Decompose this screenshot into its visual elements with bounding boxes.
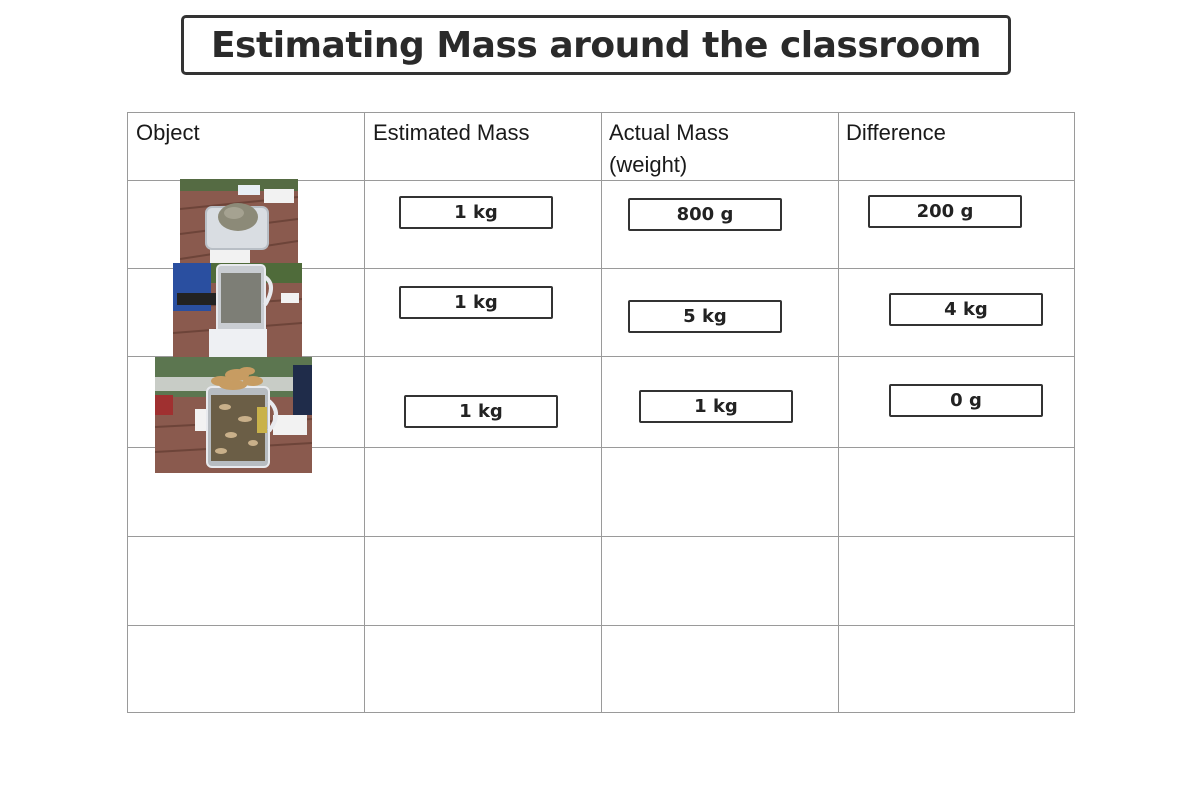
difference-row2: 4 kg [889,293,1043,326]
page-title: Estimating Mass around the classroom [210,24,982,66]
difference-row1: 200 g [868,195,1022,228]
row-divider [128,268,1074,269]
photo-container-rock [180,179,298,265]
actual-mass-row2: 5 kg [628,300,782,333]
photo-container-rock-image [180,179,298,265]
row-divider [128,180,1074,181]
photo-jug-leaves [155,357,312,473]
difference-row3: 0 g [889,384,1043,417]
actual-mass-row3: 1 kg [639,390,793,423]
header-object: Object [136,120,200,145]
header-actual-mass: Actual Mass (weight) [609,117,729,181]
photo-jug-leaves-image [155,357,312,473]
row-divider [128,356,1074,357]
column-divider [601,113,602,712]
header-actual-mass-line1: Actual Mass [609,120,729,145]
estimated-mass-row2: 1 kg [399,286,553,319]
row-divider [128,625,1074,626]
header-difference: Difference [846,120,946,145]
estimated-mass-row1: 1 kg [399,196,553,229]
estimated-mass-row3: 1 kg [404,395,558,428]
header-actual-mass-line2: (weight) [609,152,688,177]
mass-table: Object Estimated Mass Actual Mass (weigh… [127,112,1075,713]
column-divider [838,113,839,712]
row-divider [128,447,1074,448]
title-box: Estimating Mass around the classroom [181,15,1011,75]
column-divider [364,113,365,712]
actual-mass-row1: 800 g [628,198,782,231]
row-divider [128,536,1074,537]
photo-jug-soil [173,263,302,359]
photo-jug-soil-image [173,263,302,359]
header-estimated-mass: Estimated Mass [373,120,530,145]
